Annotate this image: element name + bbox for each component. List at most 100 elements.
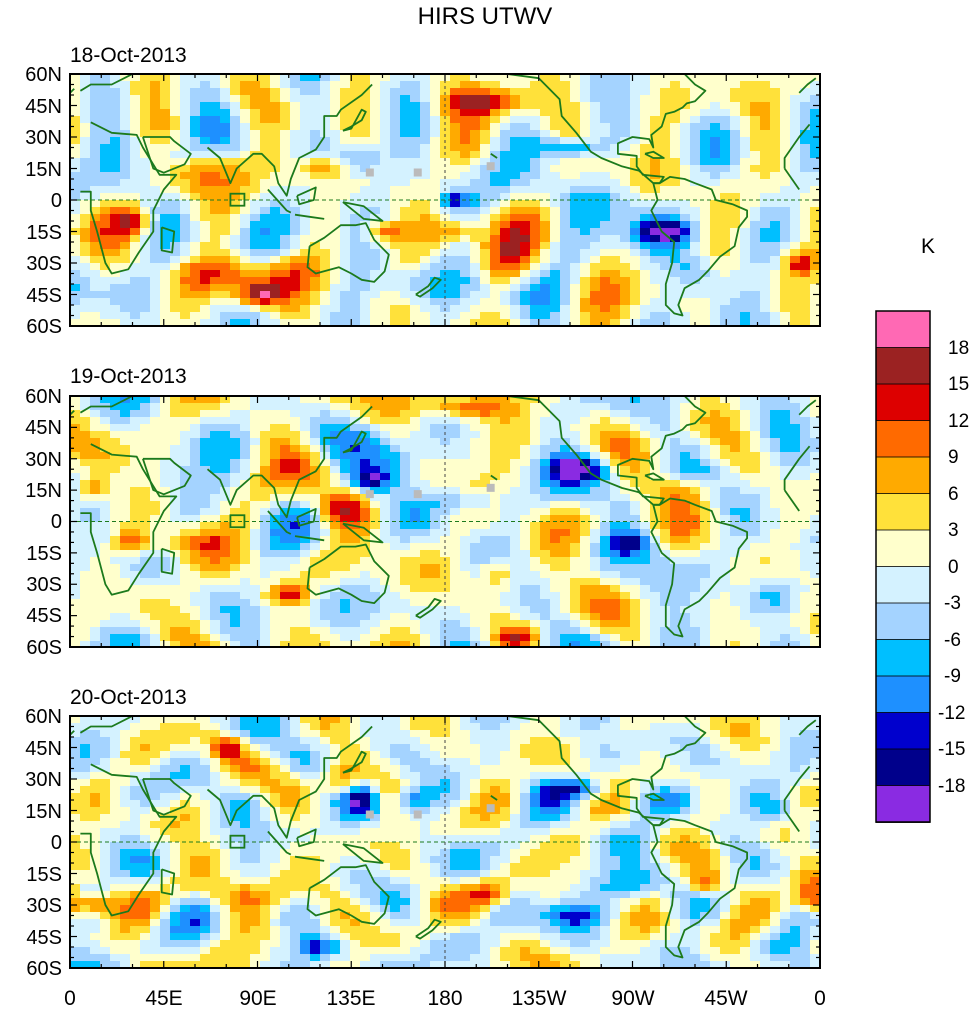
field-cell	[210, 130, 221, 138]
field-cell	[440, 571, 451, 579]
field-cell	[500, 228, 511, 236]
field-cell	[290, 270, 301, 278]
field-cell	[780, 228, 791, 236]
field-cell	[390, 165, 401, 173]
field-cell	[570, 466, 581, 474]
field-cell	[340, 235, 351, 243]
field-cell	[680, 312, 691, 320]
field-cell	[540, 186, 551, 194]
field-cell	[700, 494, 711, 502]
field-cell	[360, 242, 371, 250]
field-cell	[720, 270, 731, 278]
field-cell	[750, 235, 761, 243]
field-cell	[470, 536, 481, 544]
field-cell	[650, 81, 661, 89]
field-cell	[150, 270, 161, 278]
field-cell	[270, 592, 281, 600]
field-cell	[160, 592, 171, 600]
field-cell	[800, 564, 811, 572]
field-cell	[280, 312, 291, 320]
field-cell	[560, 270, 571, 278]
field-cell	[150, 130, 161, 138]
field-cell	[770, 452, 781, 460]
field-cell	[610, 193, 621, 201]
field-cell	[480, 277, 491, 285]
field-cell	[210, 424, 221, 432]
field-cell	[750, 536, 761, 544]
field-cell	[250, 396, 261, 404]
field-cell	[650, 529, 661, 537]
field-cell	[170, 452, 181, 460]
field-cell	[670, 172, 681, 180]
field-cell	[780, 438, 791, 446]
field-cell	[590, 396, 601, 404]
field-cell	[530, 571, 541, 579]
field-cell	[470, 508, 481, 516]
field-cell	[430, 410, 441, 418]
field-cell	[810, 235, 820, 243]
field-cell	[190, 235, 201, 243]
field-cell	[570, 207, 581, 215]
field-cell	[290, 417, 301, 425]
field-cell	[210, 543, 221, 551]
field-cell	[640, 137, 651, 145]
field-cell	[210, 284, 221, 292]
field-cell	[750, 165, 761, 173]
field-cell	[770, 130, 781, 138]
field-cell	[750, 256, 761, 264]
field-cell	[410, 123, 421, 131]
field-cell	[230, 172, 241, 180]
field-cell	[270, 116, 281, 124]
field-cell	[700, 172, 711, 180]
field-cell	[810, 277, 820, 285]
field-cell	[800, 235, 811, 243]
field-cell	[580, 473, 591, 481]
field-cell	[320, 585, 331, 593]
field-cell	[200, 312, 211, 320]
field-cell	[750, 193, 761, 201]
field-cell	[280, 137, 291, 145]
field-cell	[690, 270, 701, 278]
field-cell	[470, 522, 481, 530]
field-cell	[610, 466, 621, 474]
field-cell	[460, 417, 471, 425]
field-cell	[380, 151, 391, 159]
field-cell	[310, 417, 321, 425]
field-cell	[630, 480, 641, 488]
field-cell	[190, 529, 201, 537]
field-cell	[740, 263, 751, 271]
field-cell	[620, 74, 631, 82]
field-cell	[320, 417, 331, 425]
field-cell	[400, 172, 411, 180]
field-cell	[150, 515, 161, 523]
field-cell	[180, 207, 191, 215]
field-cell	[430, 130, 441, 138]
field-cell	[300, 417, 311, 425]
field-cell	[790, 81, 801, 89]
field-cell	[180, 74, 191, 82]
field-cell	[180, 270, 191, 278]
field-cell	[600, 291, 611, 299]
field-cell	[520, 431, 531, 439]
field-cell	[230, 242, 241, 250]
field-cell	[110, 515, 121, 523]
field-cell	[700, 284, 711, 292]
field-cell	[260, 214, 271, 222]
field-cell	[240, 123, 251, 131]
field-cell	[140, 284, 151, 292]
field-cell	[700, 186, 711, 194]
field-cell	[460, 494, 471, 502]
field-cell	[790, 193, 801, 201]
field-cell	[640, 515, 651, 523]
field-cell	[720, 165, 731, 173]
field-cell	[130, 515, 141, 523]
field-cell	[280, 585, 291, 593]
field-cell	[770, 557, 781, 565]
field-cell	[560, 186, 571, 194]
field-cell	[370, 130, 381, 138]
field-cell	[190, 564, 201, 572]
field-cell	[730, 550, 741, 558]
field-cell	[110, 179, 121, 187]
field-cell	[470, 116, 481, 124]
field-cell	[690, 410, 701, 418]
